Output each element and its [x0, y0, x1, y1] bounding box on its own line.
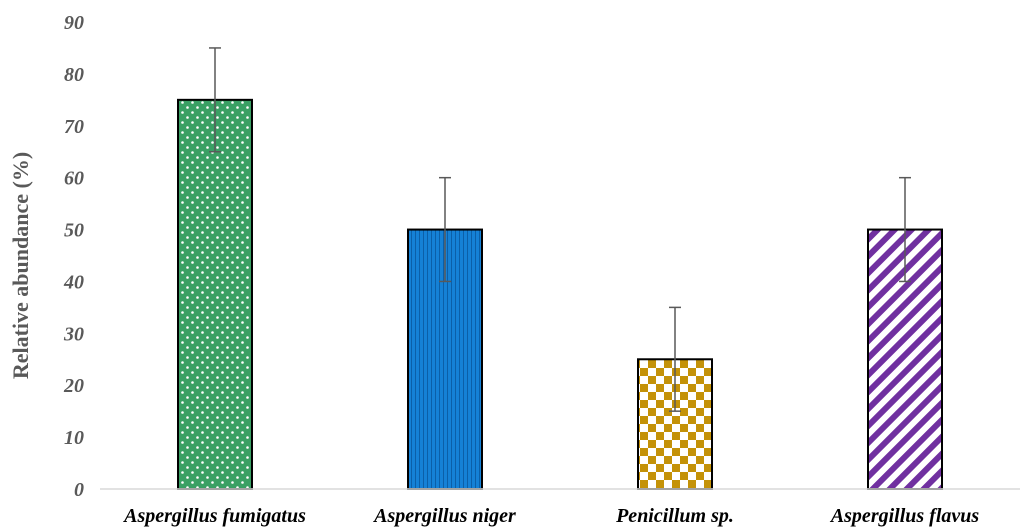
- category-label: Penicillum sp.: [615, 505, 734, 527]
- category-labels: Aspergillus fumigatus Aspergillus niger Pe…: [122, 505, 979, 527]
- y-tick-label: 0: [74, 479, 84, 501]
- y-tick-label: 20: [63, 375, 84, 397]
- error-bar: [669, 306, 681, 412]
- y-tick-label: 50: [64, 220, 84, 242]
- bar-0: [177, 98, 253, 490]
- error-bar: [439, 176, 451, 283]
- y-tick-label: 10: [64, 427, 84, 449]
- y-tick-label: 30: [63, 323, 84, 345]
- bars: [177, 98, 943, 491]
- category-label: Aspergillus flavus: [829, 505, 980, 527]
- y-axis-tick-labels: 0 10 20 30 40 50 60 70 80 90: [63, 12, 84, 501]
- y-tick-label: 70: [64, 116, 84, 138]
- y-tick-label: 90: [64, 12, 84, 34]
- error-bar: [209, 47, 221, 153]
- y-tick-label: 60: [64, 168, 84, 190]
- y-tick-label: 80: [64, 64, 84, 86]
- category-label: Aspergillus niger: [372, 505, 516, 527]
- category-label: Aspergillus fumigatus: [122, 505, 306, 527]
- y-tick-label: 40: [63, 271, 84, 293]
- error-bar: [899, 176, 911, 283]
- error-bars: [209, 47, 911, 412]
- y-axis-title: Relative abundance (%): [8, 152, 33, 379]
